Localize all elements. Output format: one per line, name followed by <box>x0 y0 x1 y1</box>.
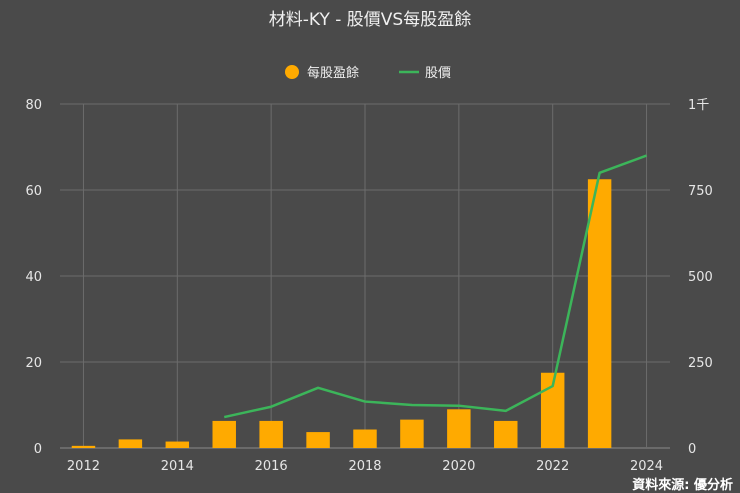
eps-bar-2012 <box>71 445 96 448</box>
y-left-tick-label: 20 <box>25 356 42 371</box>
legend-eps-marker <box>285 65 299 79</box>
y-left-axis-ticks: 0 20 40 60 80 <box>25 98 42 457</box>
x-axis-ticks: 2012 2014 2016 2018 2020 2022 2024 <box>67 459 663 474</box>
eps-bar-2014 <box>165 441 190 448</box>
chart-title: 材料-KY - 股價VS每股盈餘 <box>269 10 471 30</box>
legend[interactable]: 每股盈餘 股價 <box>285 65 451 81</box>
eps-bar-2015 <box>212 420 236 448</box>
source-label: 資料來源: 優分析 <box>632 477 733 493</box>
eps-bar-2016 <box>259 420 283 448</box>
legend-price-label: 股價 <box>425 66 451 81</box>
y-right-tick-label: 0 <box>688 442 696 457</box>
eps-bar-2022 <box>540 372 565 448</box>
y-left-tick-label: 40 <box>25 270 42 285</box>
y-left-tick-label: 80 <box>25 98 42 113</box>
x-tick-label: 2016 <box>255 459 288 474</box>
y-left-tick-label: 60 <box>25 184 42 199</box>
legend-eps-label: 每股盈餘 <box>307 65 359 81</box>
x-tick-label: 2012 <box>67 459 100 474</box>
y-right-tick-label: 750 <box>688 184 713 199</box>
eps-bar-2020 <box>447 409 471 448</box>
price-line-path <box>223 154 647 419</box>
y-right-tick-label: 250 <box>688 356 713 371</box>
y-left-tick-label: 0 <box>34 442 42 457</box>
price-line <box>223 154 647 419</box>
eps-bar-2023 <box>587 179 612 448</box>
y-right-tick-label: 500 <box>688 270 713 285</box>
eps-bar-2018 <box>353 429 377 448</box>
x-tick-label: 2014 <box>161 459 194 474</box>
eps-bar-2013 <box>118 439 143 448</box>
eps-bars <box>71 179 612 448</box>
x-tick-label: 2020 <box>442 459 475 474</box>
y-right-tick-label: 1千 <box>688 98 709 113</box>
eps-bar-2019 <box>400 419 424 448</box>
eps-bar-2021 <box>494 420 518 448</box>
grid <box>60 103 670 449</box>
x-tick-label: 2018 <box>348 459 381 474</box>
y-right-axis-ticks: 0 250 500 750 1千 <box>688 98 713 457</box>
x-tick-label: 2022 <box>536 459 569 474</box>
eps-bar-2017 <box>306 432 330 448</box>
x-tick-label: 2024 <box>630 459 663 474</box>
